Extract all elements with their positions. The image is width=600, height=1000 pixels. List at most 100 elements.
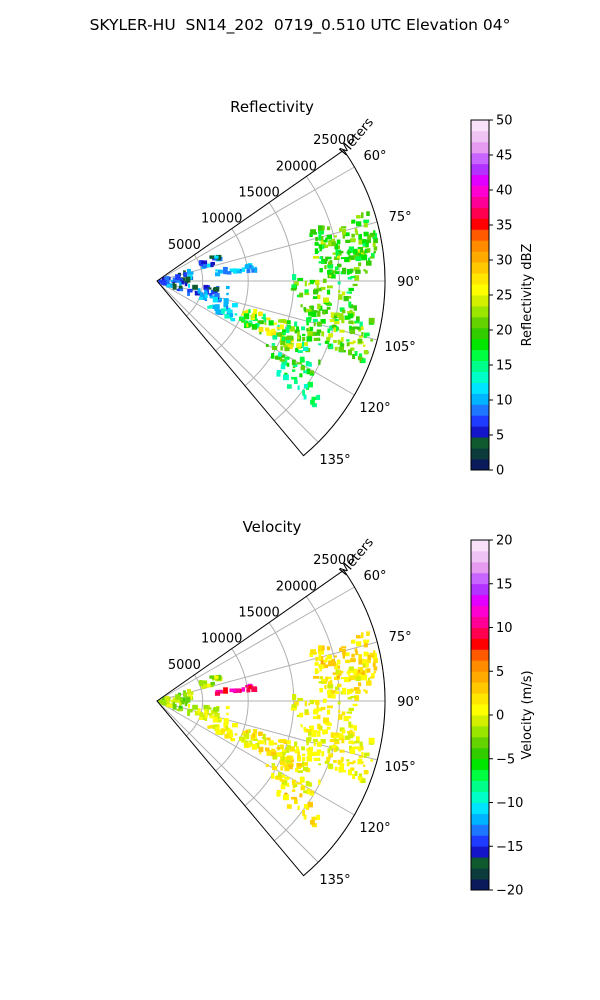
radar-gate	[284, 356, 290, 360]
radar-gate	[296, 746, 299, 751]
radar-gate	[358, 353, 363, 357]
radar-gate	[365, 662, 369, 668]
colorbar-segment	[471, 824, 489, 836]
radar-gate	[304, 292, 310, 296]
radar-gate	[326, 289, 331, 295]
radar-gate	[351, 653, 355, 658]
radar-gate	[276, 746, 281, 750]
colorbar-segment	[471, 769, 489, 782]
colorbar-segment	[471, 813, 489, 825]
radar-gates	[158, 631, 378, 828]
radar-gate	[303, 762, 308, 766]
radar-gate	[355, 676, 361, 682]
radar-gate	[341, 646, 347, 649]
radar-gate	[303, 804, 309, 809]
radar-gate	[334, 663, 338, 670]
radar-gate	[348, 734, 353, 739]
colorbar-segment	[471, 572, 489, 585]
radar-gate	[276, 370, 282, 373]
colorbar-segment	[471, 693, 489, 705]
radar-gate	[203, 284, 209, 290]
radar-gate	[323, 297, 329, 303]
radar-gate	[318, 681, 325, 684]
radar-gate	[258, 320, 264, 325]
radar-gate	[185, 276, 191, 283]
azimuth-gridline	[156, 280, 355, 396]
radar-gate	[339, 227, 343, 232]
radar-gate	[207, 287, 212, 290]
radar-gate	[226, 307, 231, 311]
radar-gate	[327, 690, 331, 695]
radar-gate	[219, 718, 222, 722]
colorbar-segment	[471, 627, 489, 639]
radar-gate	[329, 343, 332, 347]
radar-gate	[313, 742, 316, 747]
radar-gate	[345, 659, 350, 663]
radar-gate	[338, 290, 341, 293]
radar-gate	[280, 364, 286, 370]
radar-gate	[327, 270, 331, 275]
panel-title: Reflectivity	[230, 98, 314, 116]
radar-gate	[328, 676, 332, 680]
radar-gate	[223, 718, 229, 725]
radar-gate	[276, 752, 283, 757]
radar-gate	[313, 337, 320, 341]
radar-gate	[337, 759, 341, 765]
radar-gate	[264, 742, 267, 745]
radar-gate	[357, 246, 362, 249]
radar-gate	[246, 743, 249, 748]
radar-gate	[309, 279, 314, 285]
radar-gate	[317, 321, 322, 327]
radar-gate	[272, 742, 278, 745]
radar-gate	[356, 635, 361, 639]
colorbar-tick-label: 40	[496, 184, 513, 199]
radar-gate	[300, 365, 306, 371]
radar-gate	[349, 329, 356, 334]
radar-gate	[337, 339, 341, 345]
radar-gate	[323, 717, 329, 723]
radar-gate	[348, 246, 354, 251]
colorbar-tick-label: 45	[496, 149, 513, 164]
radar-gate	[320, 319, 326, 324]
radar-gate	[285, 327, 290, 333]
radar-gate	[355, 256, 361, 262]
radar-gate	[282, 329, 287, 333]
radar-gate	[360, 247, 364, 253]
radar-gate	[318, 261, 325, 264]
radar-gate	[322, 664, 325, 669]
radar-gate	[251, 267, 258, 273]
colorbar-segment	[471, 758, 489, 771]
radar-gate	[187, 712, 190, 716]
radar-gate	[251, 747, 257, 750]
radar-gate	[312, 716, 318, 719]
colorbar-segment	[471, 273, 489, 285]
radar-gate	[168, 696, 171, 701]
radar-gate	[219, 689, 223, 694]
radar-gate	[365, 242, 369, 248]
radar-gate	[318, 359, 321, 365]
radar-gate	[170, 703, 173, 708]
radar-gate	[334, 266, 339, 271]
radar-gate	[366, 668, 371, 673]
radar-gate	[354, 275, 360, 281]
radar-gate	[215, 269, 220, 272]
colorbar-segment	[471, 540, 489, 552]
radar-gate	[279, 357, 283, 361]
radar-gate	[354, 648, 358, 653]
radar-gate	[265, 747, 270, 752]
radar-gate	[353, 305, 357, 311]
radar-gate	[280, 346, 283, 351]
radar-gate	[283, 336, 288, 342]
radar-gate	[352, 283, 358, 287]
radar-gate	[264, 318, 267, 323]
radar-gate	[361, 674, 367, 681]
radar-gate	[341, 763, 345, 767]
radar-gate	[206, 263, 212, 268]
radar-gate	[280, 324, 284, 330]
radar-gate	[294, 701, 299, 706]
radar-gate	[334, 325, 338, 332]
radar-gate	[276, 326, 281, 330]
radar-gate	[205, 714, 208, 719]
radar-gate	[308, 703, 311, 706]
azimuth-tick-label: 75°	[389, 630, 412, 645]
